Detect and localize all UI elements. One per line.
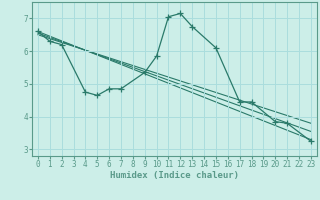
X-axis label: Humidex (Indice chaleur): Humidex (Indice chaleur) xyxy=(110,171,239,180)
